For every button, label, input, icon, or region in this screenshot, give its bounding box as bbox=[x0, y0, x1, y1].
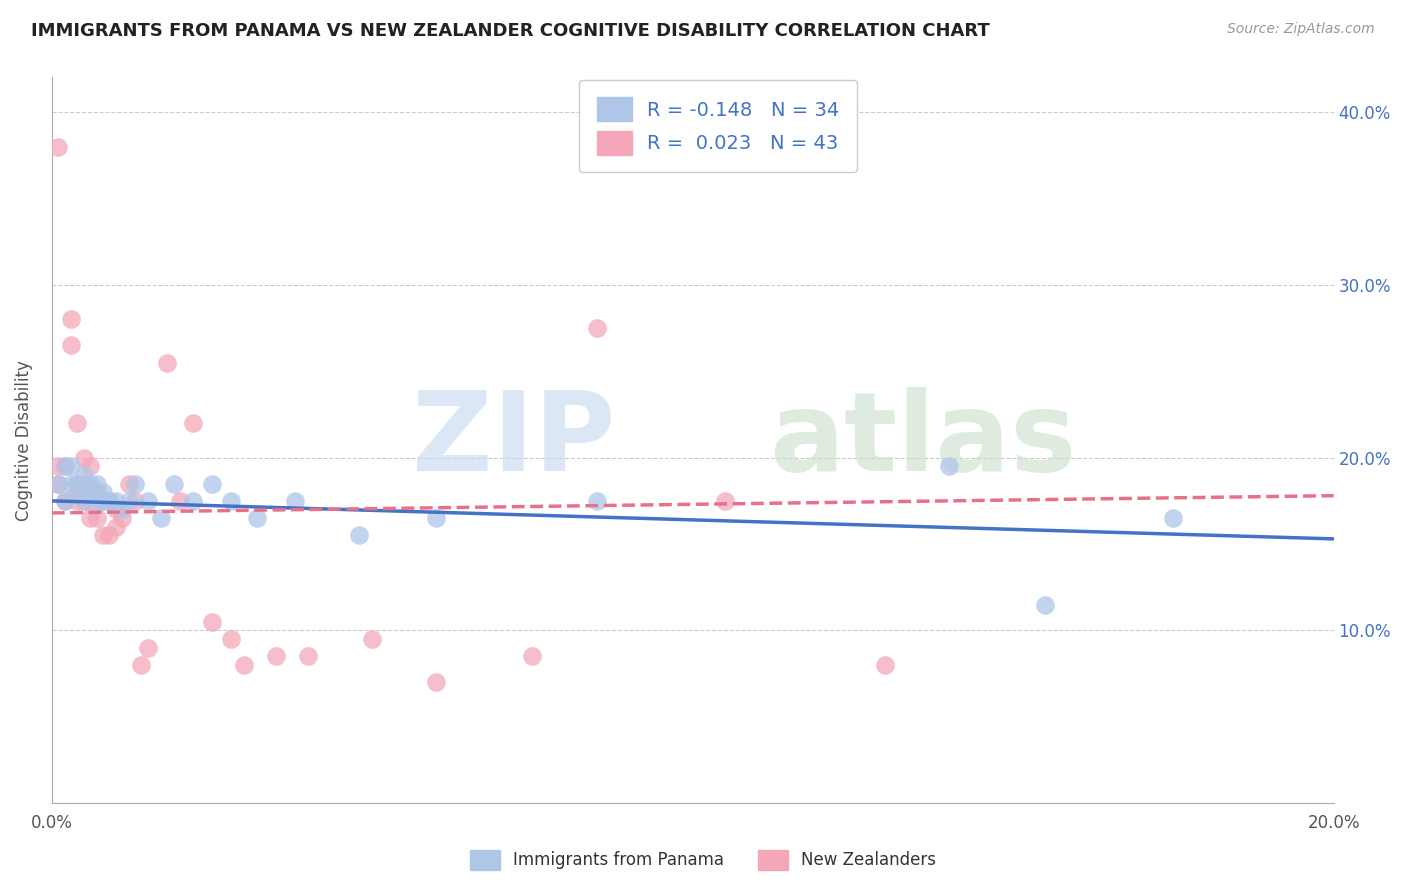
Point bbox=[73, 467, 96, 482]
Point bbox=[713, 493, 735, 508]
Y-axis label: Cognitive Disability: Cognitive Disability bbox=[15, 360, 32, 521]
Point bbox=[73, 493, 96, 508]
Point bbox=[98, 493, 121, 508]
Point bbox=[66, 476, 89, 491]
Point bbox=[79, 459, 101, 474]
Point bbox=[361, 632, 384, 646]
Point bbox=[585, 493, 607, 508]
Point bbox=[91, 528, 114, 542]
Point bbox=[149, 511, 172, 525]
Point bbox=[156, 355, 179, 369]
Point bbox=[79, 493, 101, 508]
Point bbox=[201, 615, 224, 629]
Point bbox=[233, 658, 256, 673]
Point bbox=[111, 502, 134, 516]
Point bbox=[53, 493, 76, 508]
Point bbox=[201, 476, 224, 491]
Point bbox=[162, 476, 184, 491]
Point bbox=[86, 493, 108, 508]
Point bbox=[66, 416, 89, 430]
Point bbox=[264, 649, 287, 664]
Point bbox=[73, 493, 96, 508]
Point bbox=[181, 416, 204, 430]
Point bbox=[124, 493, 146, 508]
Point bbox=[111, 511, 134, 525]
Point bbox=[136, 640, 159, 655]
Point bbox=[425, 511, 447, 525]
Point bbox=[79, 511, 101, 525]
Point bbox=[873, 658, 896, 673]
Point bbox=[1163, 511, 1185, 525]
Legend: R = -0.148   N = 34, R =  0.023   N = 43: R = -0.148 N = 34, R = 0.023 N = 43 bbox=[579, 80, 858, 172]
Point bbox=[91, 493, 114, 508]
Point bbox=[284, 493, 307, 508]
Point bbox=[73, 450, 96, 465]
Point bbox=[219, 493, 242, 508]
Point bbox=[98, 528, 121, 542]
Point bbox=[86, 476, 108, 491]
Point bbox=[246, 511, 269, 525]
Point bbox=[86, 485, 108, 500]
Point bbox=[53, 459, 76, 474]
Point bbox=[91, 493, 114, 508]
Text: atlas: atlas bbox=[769, 387, 1077, 494]
Point bbox=[585, 321, 607, 335]
Point bbox=[131, 658, 153, 673]
Point bbox=[124, 476, 146, 491]
Point bbox=[181, 493, 204, 508]
Point bbox=[79, 485, 101, 500]
Point bbox=[118, 476, 141, 491]
Point bbox=[66, 485, 89, 500]
Point bbox=[59, 338, 82, 352]
Point bbox=[104, 493, 127, 508]
Point bbox=[46, 459, 69, 474]
Point bbox=[522, 649, 544, 664]
Point bbox=[136, 493, 159, 508]
Point bbox=[349, 528, 371, 542]
Point bbox=[118, 493, 141, 508]
Point bbox=[66, 493, 89, 508]
Point bbox=[53, 493, 76, 508]
Point bbox=[46, 139, 69, 153]
Point bbox=[59, 459, 82, 474]
Point bbox=[66, 476, 89, 491]
Point bbox=[219, 632, 242, 646]
Point bbox=[297, 649, 319, 664]
Point bbox=[425, 675, 447, 690]
Point bbox=[79, 476, 101, 491]
Point bbox=[46, 476, 69, 491]
Point bbox=[86, 511, 108, 525]
Point bbox=[46, 476, 69, 491]
Point bbox=[59, 312, 82, 326]
Text: ZIP: ZIP bbox=[412, 387, 616, 494]
Point bbox=[104, 502, 127, 516]
Point bbox=[59, 476, 82, 491]
Text: Source: ZipAtlas.com: Source: ZipAtlas.com bbox=[1227, 22, 1375, 37]
Point bbox=[104, 520, 127, 534]
Text: IMMIGRANTS FROM PANAMA VS NEW ZEALANDER COGNITIVE DISABILITY CORRELATION CHART: IMMIGRANTS FROM PANAMA VS NEW ZEALANDER … bbox=[31, 22, 990, 40]
Point bbox=[1033, 598, 1056, 612]
Point bbox=[91, 485, 114, 500]
Legend: Immigrants from Panama, New Zealanders: Immigrants from Panama, New Zealanders bbox=[464, 843, 942, 877]
Point bbox=[98, 493, 121, 508]
Point bbox=[73, 476, 96, 491]
Point bbox=[938, 459, 960, 474]
Point bbox=[169, 493, 191, 508]
Point bbox=[53, 459, 76, 474]
